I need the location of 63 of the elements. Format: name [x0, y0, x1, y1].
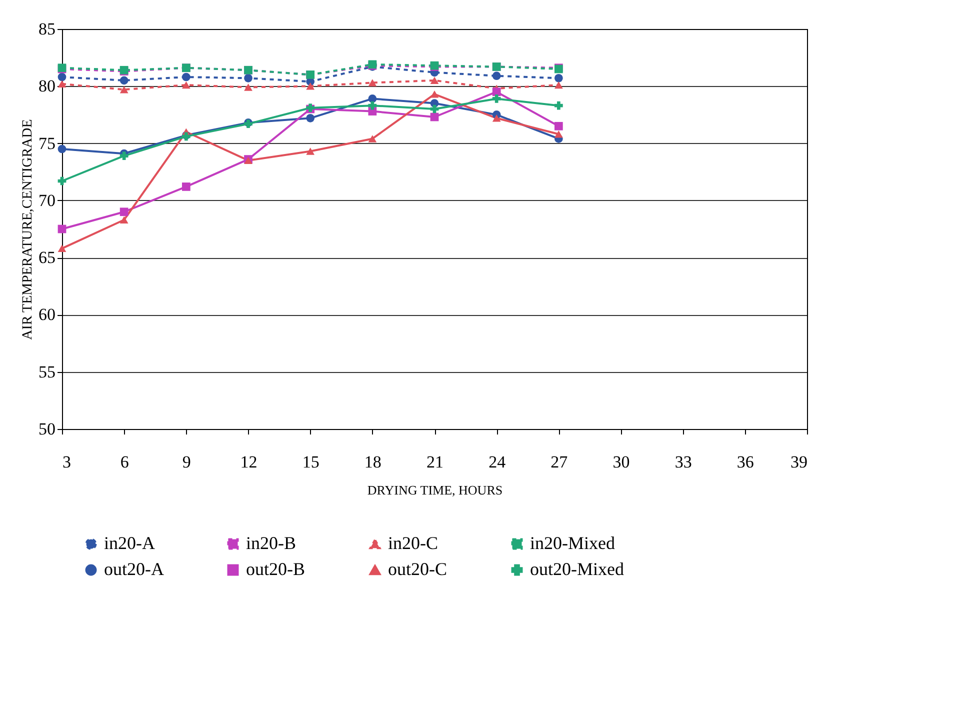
- point: [492, 88, 501, 96]
- point: [244, 74, 252, 82]
- point: [182, 182, 190, 191]
- x-tick-label: 21: [426, 452, 444, 472]
- point: [306, 114, 315, 122]
- point: [368, 135, 377, 142]
- y-tick-label: 80: [38, 76, 56, 96]
- y-tick-label: 75: [38, 134, 56, 153]
- legend-label: in20-C: [388, 533, 438, 553]
- point: [554, 74, 563, 82]
- point: [244, 84, 252, 91]
- point: [120, 208, 128, 216]
- y-tick-label: 55: [38, 362, 56, 382]
- point: [430, 90, 439, 98]
- y-tick-label: 70: [38, 190, 56, 210]
- point: [120, 216, 128, 224]
- point: [492, 72, 501, 80]
- legend-label: out20-Mixed: [530, 559, 624, 579]
- point: [492, 94, 501, 103]
- x-tick-label: 27: [550, 452, 568, 472]
- point: [430, 112, 439, 122]
- point: [120, 76, 128, 85]
- x-tick-label: 18: [364, 452, 382, 472]
- legend-label: out20-C: [388, 559, 448, 579]
- point: [368, 79, 377, 86]
- x-axis-title: DRYING TIME, HOURS: [367, 482, 503, 498]
- point: [306, 148, 315, 155]
- point: [58, 224, 66, 234]
- x-tick-label: 9: [182, 452, 191, 472]
- y-tick-label: 50: [38, 420, 56, 438]
- x-tick-label: 3: [62, 452, 71, 472]
- legend-label: in20-A: [104, 533, 155, 553]
- y-tick-label: 60: [38, 305, 56, 324]
- point: [368, 94, 377, 103]
- y-tick-label: 85: [38, 20, 56, 38]
- point: [554, 101, 563, 110]
- x-tick-label: 24: [488, 452, 506, 472]
- legend-label: in20-Mixed: [530, 533, 615, 553]
- x-tick-label: 15: [302, 452, 320, 472]
- x-tick-label: 33: [674, 452, 692, 472]
- x-tick-label: 12: [240, 452, 258, 472]
- point: [554, 130, 563, 138]
- point: [58, 72, 66, 82]
- x-tick-label: 6: [120, 452, 129, 472]
- point: [182, 81, 190, 89]
- x-tick-label: 39: [790, 452, 808, 472]
- x-tick-label: 36: [736, 452, 754, 472]
- legend-label: in20-B: [246, 533, 296, 553]
- point: [120, 86, 128, 94]
- x-tick-label: 30: [612, 452, 630, 472]
- point: [368, 101, 377, 110]
- legend-label: out20-A: [104, 559, 164, 579]
- point: [306, 82, 315, 90]
- point: [430, 76, 439, 84]
- point: [182, 72, 190, 82]
- point: [492, 114, 501, 122]
- point: [554, 81, 563, 89]
- point: [554, 122, 563, 130]
- point: [58, 244, 66, 252]
- legend-label: out20-B: [246, 559, 306, 579]
- y-axis-title: AIR TEMPERATURE,CENTIGRADE: [20, 119, 36, 340]
- y-tick-label: 65: [38, 248, 56, 268]
- point: [120, 152, 128, 160]
